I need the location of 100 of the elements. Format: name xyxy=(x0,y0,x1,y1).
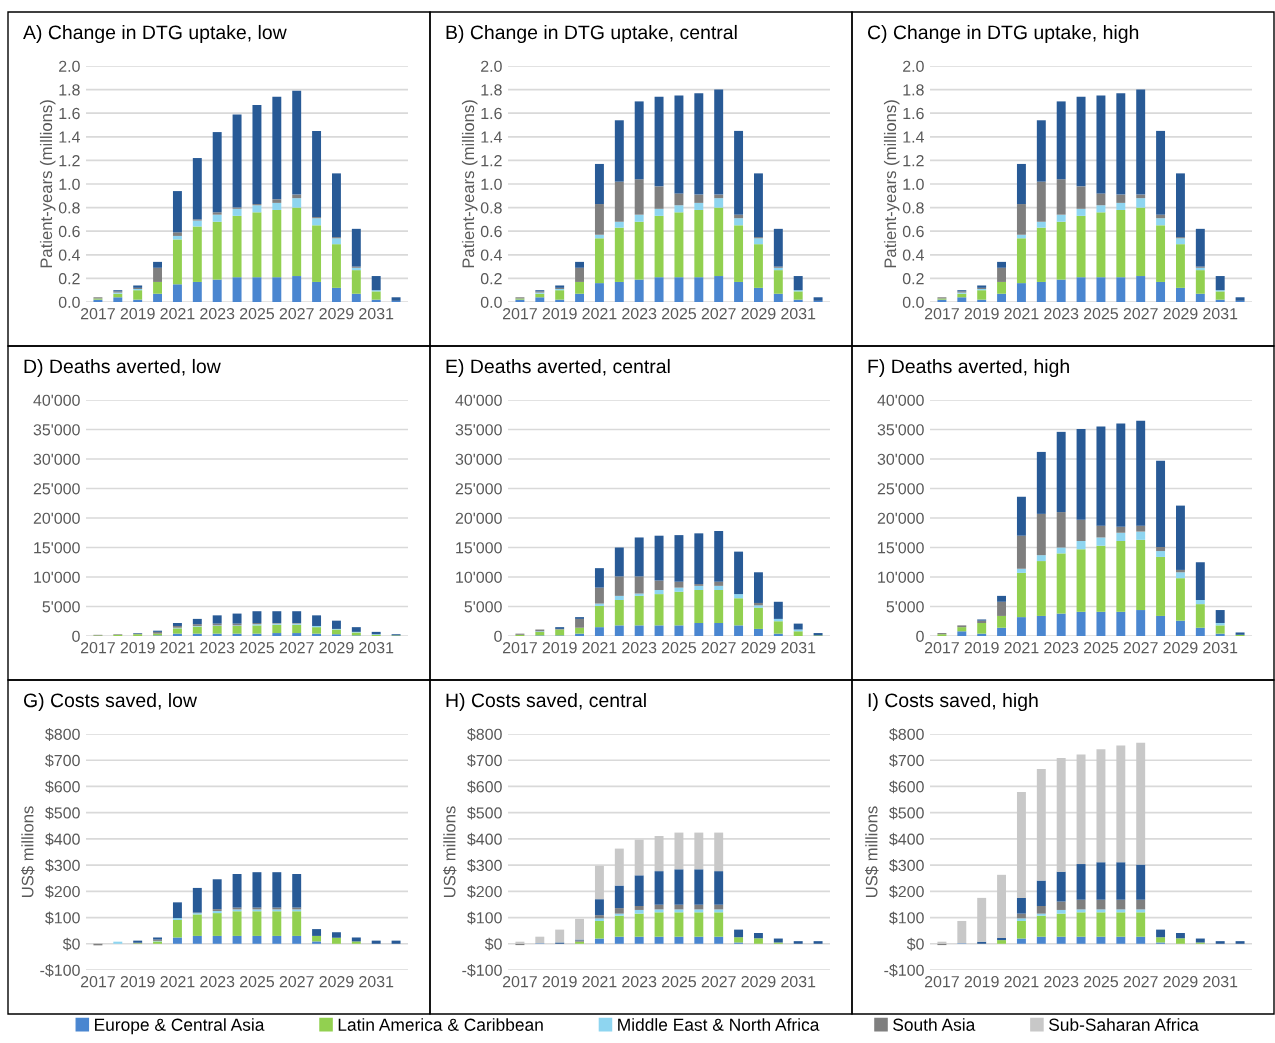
legend-label: Europe & Central Asia xyxy=(95,1018,265,1035)
x-tick-label: 2017 xyxy=(924,641,959,654)
y-tick-label: 1.2 xyxy=(481,155,502,167)
y-tick-label: 1.4 xyxy=(903,131,924,143)
x-tick-label: 2029 xyxy=(319,641,354,654)
x-tick-label: 2025 xyxy=(661,641,697,654)
y-tick-label: -$100 xyxy=(40,963,80,977)
y-tick-label: $200 xyxy=(467,885,502,899)
x-tick-label: 2029 xyxy=(319,307,354,320)
x-tick-label: 2021 xyxy=(1004,307,1039,320)
y-tick-label: 0.8 xyxy=(58,202,80,214)
y-tick-label: 25'000 xyxy=(877,483,924,495)
x-tick-label: 2027 xyxy=(1123,641,1158,654)
y-tick-label: $800 xyxy=(467,727,502,741)
y-tick-label: $600 xyxy=(889,780,924,794)
x-tick-label: 2023 xyxy=(200,975,235,988)
y-tick-label: 0.2 xyxy=(480,273,502,285)
x-tick-label: 2023 xyxy=(622,307,657,320)
x-tick-label: 2025 xyxy=(1083,641,1119,654)
x-tick-label: 2025 xyxy=(1083,307,1119,320)
y-tick-label: -$100 xyxy=(462,963,502,977)
y-tick-label: $0 xyxy=(906,937,924,951)
y-tick-label: 0.2 xyxy=(902,273,924,285)
x-tick-label: 2017 xyxy=(924,975,959,988)
y-tick-label: 0.4 xyxy=(58,249,80,261)
y-tick-label: 30'000 xyxy=(33,453,80,465)
y-axis-title: US$ millions xyxy=(21,806,35,898)
y-tick-label: 0 xyxy=(494,630,502,642)
y-tick-label: 10'000 xyxy=(34,571,80,583)
y-axis-title: US$ millions xyxy=(865,806,879,898)
x-tick-label: 2021 xyxy=(582,307,617,320)
y-tick-label: 1.8 xyxy=(903,84,924,96)
x-tick-label: 2027 xyxy=(279,641,314,654)
chart-title: D) Deaths averted, low xyxy=(24,358,221,378)
y-tick-label: 5'000 xyxy=(886,601,924,613)
chart-title: A) Change in DTG uptake, low xyxy=(23,24,287,44)
y-tick-label: 0.8 xyxy=(902,202,924,214)
y-tick-label: 15'000 xyxy=(878,542,924,554)
x-tick-label: 2017 xyxy=(502,975,537,988)
y-tick-label: $400 xyxy=(467,832,502,846)
y-tick-label: 40'000 xyxy=(33,394,80,406)
y-tick-label: $0 xyxy=(62,937,80,951)
y-tick-label: 1.4 xyxy=(59,131,80,143)
y-tick-label: 40'000 xyxy=(877,394,924,406)
chart-title: C) Change in DTG uptake, high xyxy=(867,24,1139,44)
x-tick-label: 2029 xyxy=(319,975,354,988)
y-tick-label: $200 xyxy=(45,885,80,899)
y-tick-label: 1.2 xyxy=(59,155,80,167)
x-tick-label: 2021 xyxy=(160,641,195,654)
y-tick-label: $500 xyxy=(467,806,502,820)
y-axis-title: Patient-years (millions) xyxy=(461,100,478,268)
x-tick-label: 2029 xyxy=(1163,641,1198,654)
y-tick-label: 20'000 xyxy=(455,512,502,524)
y-tick-label: 0.2 xyxy=(58,273,80,285)
y-tick-label: 1.0 xyxy=(481,178,502,190)
legend-label: Latin America & Caribbean xyxy=(338,1018,543,1031)
legend-label: South Asia xyxy=(893,1018,976,1031)
x-tick-label: 2025 xyxy=(661,307,697,320)
chart-title: I) Costs saved, high xyxy=(868,692,1038,712)
chart-title: E) Deaths averted, central xyxy=(446,358,670,378)
x-tick-label: 2023 xyxy=(1044,641,1079,654)
x-tick-label: 2029 xyxy=(1163,975,1198,988)
y-tick-label: 1.0 xyxy=(903,178,924,190)
y-tick-label: 35'000 xyxy=(455,424,502,436)
y-tick-label: 0.0 xyxy=(902,296,924,308)
y-tick-label: 20'000 xyxy=(33,512,80,524)
x-tick-label: 2027 xyxy=(279,307,314,320)
y-tick-label: 0.6 xyxy=(480,225,502,238)
x-tick-label: 2019 xyxy=(964,975,999,988)
y-tick-label: $100 xyxy=(45,911,80,925)
x-tick-label: 2019 xyxy=(542,641,577,654)
y-tick-label: $800 xyxy=(45,727,80,741)
x-tick-label: 2021 xyxy=(582,975,617,988)
x-tick-label: 2029 xyxy=(741,975,776,988)
x-tick-label: 2023 xyxy=(622,975,657,988)
y-tick-label: 1.6 xyxy=(59,107,80,120)
x-tick-label: 2031 xyxy=(781,975,816,988)
x-tick-label: 2021 xyxy=(160,975,195,988)
chart-title: B) Change in DTG uptake, central xyxy=(446,24,737,44)
x-tick-label: 2031 xyxy=(1203,975,1238,988)
y-tick-label: $300 xyxy=(45,859,80,873)
y-tick-label: 1.4 xyxy=(481,131,502,143)
y-tick-label: $500 xyxy=(889,806,924,820)
y-tick-label: $700 xyxy=(467,754,502,768)
y-tick-label: $800 xyxy=(889,727,924,741)
y-tick-label: 1.6 xyxy=(903,107,924,120)
x-tick-label: 2027 xyxy=(1123,975,1158,988)
y-tick-label: 40'000 xyxy=(455,394,502,406)
x-tick-label: 2027 xyxy=(701,307,736,320)
x-tick-label: 2029 xyxy=(1163,307,1198,320)
x-tick-label: 2017 xyxy=(502,641,537,654)
x-tick-label: 2017 xyxy=(80,307,115,320)
x-tick-label: 2019 xyxy=(964,641,999,654)
y-tick-label: 1.0 xyxy=(59,178,80,190)
chart-title: F) Deaths averted, high xyxy=(868,358,1069,378)
y-axis-title: Patient-years (millions) xyxy=(883,100,900,268)
y-tick-label: 10'000 xyxy=(456,571,502,583)
y-tick-label: $600 xyxy=(467,780,502,794)
x-tick-label: 2025 xyxy=(239,641,275,654)
x-tick-label: 2031 xyxy=(359,641,394,654)
